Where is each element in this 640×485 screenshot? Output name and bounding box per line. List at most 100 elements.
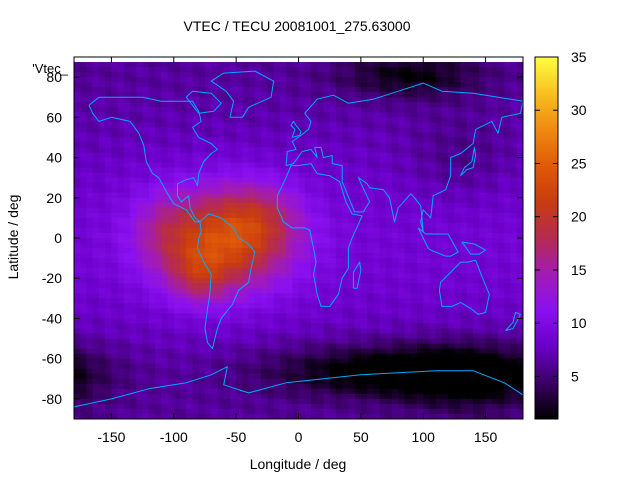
heatmap-cell (355, 77, 362, 83)
heatmap-cell (373, 102, 380, 108)
heatmap-cell (124, 87, 131, 93)
heatmap-cell (261, 268, 268, 274)
heatmap-cell (436, 102, 443, 108)
heatmap-cell (286, 283, 293, 289)
heatmap-cell (286, 92, 293, 98)
heatmap-cell (186, 329, 193, 335)
heatmap-cell (323, 283, 330, 289)
heatmap-cell (93, 208, 100, 214)
heatmap-cell (292, 283, 299, 289)
heatmap-cell (454, 127, 461, 133)
heatmap-cell (398, 404, 405, 410)
heatmap-cell (448, 183, 455, 189)
heatmap-cell (442, 228, 449, 234)
heatmap-cell (180, 87, 187, 93)
heatmap-cell (111, 203, 118, 209)
heatmap-cell (361, 334, 368, 340)
heatmap-cell (161, 82, 168, 88)
heatmap-cell (124, 127, 131, 133)
heatmap-cell (124, 178, 131, 184)
heatmap-cell (242, 97, 249, 103)
heatmap-cell (492, 243, 499, 249)
heatmap-cell (118, 303, 125, 309)
heatmap-cell (124, 168, 131, 174)
heatmap-cell (236, 203, 243, 209)
heatmap-cell (405, 158, 412, 164)
heatmap-cell (224, 62, 231, 68)
heatmap-cell (423, 153, 430, 159)
heatmap-cell (267, 374, 274, 380)
heatmap-cell (429, 379, 436, 385)
heatmap-cell (311, 62, 318, 68)
heatmap-cell (136, 308, 143, 314)
heatmap-cell (192, 329, 199, 335)
heatmap-cell (380, 293, 387, 299)
heatmap-cell (467, 183, 474, 189)
heatmap-cell (417, 97, 424, 103)
heatmap-cell (423, 374, 430, 380)
heatmap-cell (299, 168, 306, 174)
heatmap-cell (149, 132, 156, 138)
heatmap-cell (367, 238, 374, 244)
heatmap-cell (261, 283, 268, 289)
heatmap-cell (80, 148, 87, 154)
heatmap-cell (180, 148, 187, 154)
heatmap-cell (130, 213, 137, 219)
heatmap-cell (367, 92, 374, 98)
heatmap-cell (479, 127, 486, 133)
heatmap-cell (99, 107, 106, 113)
heatmap-cell (211, 288, 218, 294)
heatmap-cell (211, 389, 218, 395)
heatmap-cell (174, 112, 181, 118)
heatmap-cell (367, 379, 374, 385)
heatmap-cell (118, 399, 125, 405)
heatmap-cell (249, 344, 256, 350)
heatmap-cell (411, 77, 418, 83)
heatmap-cell (111, 243, 118, 249)
heatmap-cell (398, 148, 405, 154)
heatmap-cell (305, 278, 312, 284)
heatmap-cell (242, 188, 249, 194)
heatmap-cell (511, 67, 518, 73)
heatmap-cell (280, 334, 287, 340)
heatmap-cell (93, 188, 100, 194)
heatmap-cell (486, 339, 493, 345)
heatmap-cell (423, 132, 430, 138)
heatmap-cell (454, 233, 461, 239)
heatmap-cell (242, 223, 249, 229)
heatmap-cell (492, 117, 499, 123)
heatmap-cell (118, 374, 125, 380)
heatmap-cell (261, 112, 268, 118)
heatmap-cell (511, 298, 518, 304)
heatmap-cell (74, 142, 81, 148)
heatmap-cell (498, 178, 505, 184)
heatmap-cell (498, 213, 505, 219)
heatmap-cell (417, 107, 424, 113)
heatmap-cell (429, 188, 436, 194)
heatmap-cell (280, 158, 287, 164)
heatmap-cell (261, 258, 268, 264)
heatmap-cell (249, 193, 256, 199)
heatmap-cell (93, 137, 100, 143)
heatmap-cell (274, 268, 281, 274)
heatmap-cell (498, 293, 505, 299)
heatmap-cell (174, 399, 181, 405)
heatmap-cell (230, 203, 237, 209)
heatmap-cell (348, 168, 355, 174)
heatmap-cell (286, 117, 293, 123)
heatmap-cell (80, 153, 87, 159)
heatmap-cell (86, 404, 93, 410)
heatmap-cell (99, 374, 106, 380)
heatmap-cell (361, 112, 368, 118)
heatmap-cell (392, 248, 399, 254)
heatmap-cell (473, 87, 480, 93)
heatmap-cell (93, 404, 100, 410)
heatmap-cell (398, 253, 405, 259)
heatmap-cell (442, 389, 449, 395)
heatmap-cell (93, 369, 100, 375)
heatmap-cell (186, 334, 193, 340)
heatmap-cell (342, 323, 349, 329)
heatmap-cell (186, 122, 193, 128)
heatmap-cell (317, 117, 324, 123)
heatmap-cell (242, 379, 249, 385)
